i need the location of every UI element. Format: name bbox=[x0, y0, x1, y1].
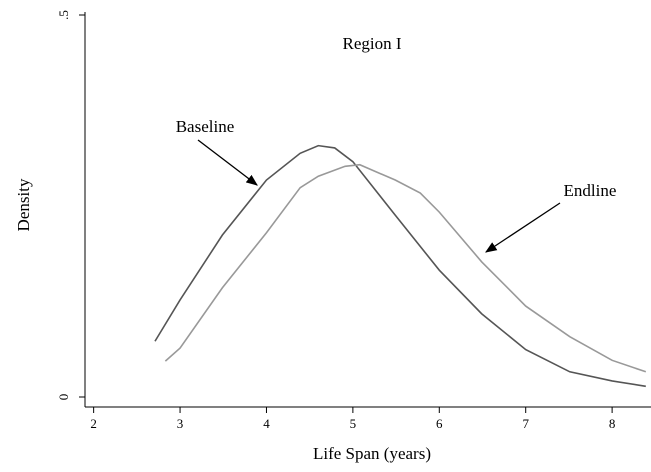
series-line bbox=[164, 163, 647, 373]
series-line bbox=[154, 144, 646, 388]
x-tick-label: 5 bbox=[350, 416, 357, 431]
annotation: Endline bbox=[564, 181, 617, 200]
chart-title: Region I bbox=[342, 34, 401, 53]
annotation: Baseline bbox=[176, 117, 235, 136]
y-tick-label: .5 bbox=[56, 10, 71, 20]
annotation-arrow bbox=[485, 202, 561, 253]
x-tick-label: 2 bbox=[90, 416, 97, 431]
x-tick-label: 8 bbox=[609, 416, 616, 431]
x-axis-label: Life Span (years) bbox=[313, 444, 431, 463]
y-tick-label: 0 bbox=[56, 394, 71, 401]
x-tick-label: 7 bbox=[522, 416, 529, 431]
x-tick-label: 4 bbox=[263, 416, 270, 431]
x-tick-label: 3 bbox=[177, 416, 184, 431]
annotation-arrow bbox=[197, 139, 258, 186]
y-axis-label: Density bbox=[14, 178, 33, 231]
x-tick-label: 6 bbox=[436, 416, 443, 431]
